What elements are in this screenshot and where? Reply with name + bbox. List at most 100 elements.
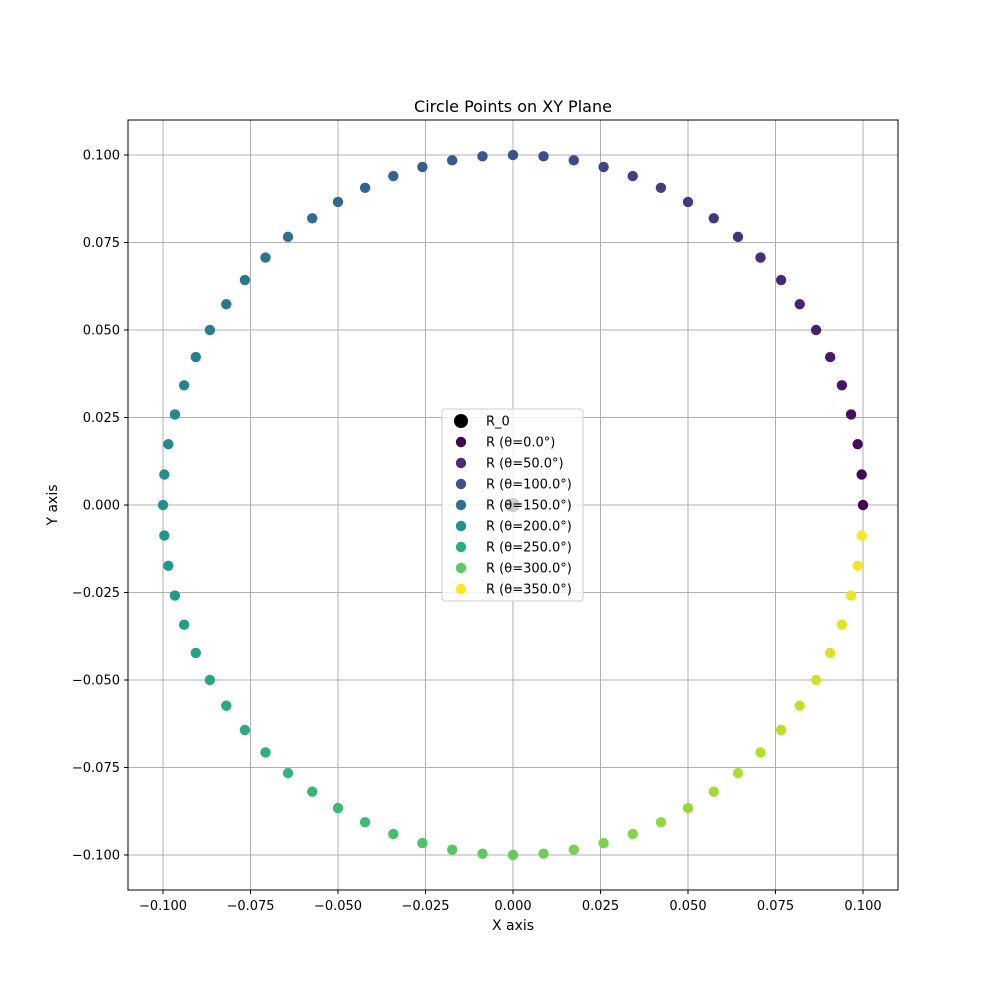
circle-point: [239, 724, 251, 736]
y-tick-label: 0.075: [83, 236, 120, 251]
circle-point: [538, 848, 549, 859]
x-tick-label: −0.025: [401, 899, 449, 914]
circle-point: [852, 560, 863, 571]
circle-point: [221, 700, 232, 711]
circle-point: [332, 196, 344, 208]
circle-point: [239, 274, 251, 286]
legend-marker: [455, 562, 467, 574]
y-tick-label: 0.000: [83, 499, 120, 514]
circle-point: [755, 252, 766, 263]
circle-point: [159, 469, 170, 480]
circle-point: [260, 252, 271, 263]
legend-marker: [455, 478, 467, 490]
chart-title: Circle Points on XY Plane: [414, 97, 612, 116]
circle-point: [190, 647, 201, 659]
circle-point: [169, 409, 181, 420]
x-tick-label: 0.050: [669, 899, 706, 914]
circle-point: [178, 380, 190, 391]
legend-box: [441, 408, 584, 602]
circle-point: [190, 351, 201, 363]
circle-point: [810, 674, 822, 686]
circle-point: [845, 409, 857, 420]
circle-point: [708, 213, 719, 224]
circle-point: [282, 231, 294, 243]
circle-point: [775, 274, 787, 286]
circle-point: [755, 747, 766, 758]
circle-point: [852, 439, 863, 450]
circle-point: [568, 844, 579, 855]
legend-marker: [455, 520, 467, 532]
circle-point: [682, 196, 694, 208]
y-tick-label: −0.025: [72, 586, 120, 601]
circle-point: [307, 786, 318, 797]
circle-point: [417, 837, 428, 849]
legend-marker: [454, 414, 468, 428]
circle-point: [655, 817, 667, 828]
circle-point: [655, 182, 667, 193]
legend-label: R (θ=200.0°): [486, 520, 572, 535]
circle-point: [598, 837, 609, 849]
y-tick-label: 0.050: [83, 324, 120, 339]
circle-point: [388, 828, 399, 840]
circle-point: [627, 828, 638, 840]
circle-point: [836, 619, 848, 630]
plot-frame: [127, 119, 899, 891]
legend-marker: [455, 499, 467, 511]
x-tick-label: −0.075: [226, 899, 274, 914]
legend-label: R (θ=300.0°): [486, 562, 572, 577]
circle-point: [221, 299, 232, 310]
circle-point: [845, 590, 857, 601]
circle-point: [568, 155, 579, 166]
circle-point: [856, 469, 867, 480]
legend: R_0 R (θ=0.0°) R (θ=50.0°) R (θ=100.0°) R (θ…: [441, 408, 584, 602]
circle-point: [794, 299, 805, 310]
legend-label: R (θ=350.0°): [486, 583, 572, 598]
circle-point: [825, 647, 836, 659]
x-tick-label: 0.000: [494, 899, 531, 914]
x-axis-label: X axis: [492, 918, 534, 934]
legend-label: R (θ=50.0°): [486, 457, 564, 472]
circle-point: [447, 155, 458, 166]
x-axis-ticks: −0.100 −0.075 −0.050 −0.025 0.000 0.025 0.050 0…: [139, 890, 882, 914]
circle-point: [825, 351, 836, 363]
legend-marker: [455, 436, 467, 448]
y-tick-label: −0.100: [72, 849, 120, 864]
circle-point: [507, 149, 519, 161]
circle-point: [388, 170, 399, 182]
circle-point: [359, 817, 371, 828]
circle-point: [708, 786, 719, 797]
legend-label: R_0: [486, 415, 510, 430]
circle-point: [857, 499, 869, 511]
circle-point: [163, 439, 174, 450]
x-tick-label: 0.075: [757, 899, 794, 914]
x-tick-label: −0.050: [314, 899, 362, 914]
circle-point: [856, 530, 867, 541]
circle-point: [359, 182, 371, 193]
circle-point: [417, 161, 428, 173]
circle-point: [477, 151, 488, 162]
circle-point: [178, 619, 190, 630]
circle-point: [477, 848, 488, 859]
circle-point: [157, 499, 169, 511]
circle-point: [598, 161, 609, 173]
legend-label: R (θ=150.0°): [486, 499, 572, 514]
circle-point: [163, 560, 174, 571]
circle-point: [447, 844, 458, 855]
y-tick-label: −0.050: [72, 674, 120, 689]
y-tick-label: 0.100: [83, 149, 120, 164]
circle-point: [627, 170, 638, 182]
legend-label: R (θ=250.0°): [486, 541, 572, 556]
circle-point: [282, 767, 294, 779]
circle-point: [507, 849, 519, 861]
circle-point: [204, 674, 216, 686]
legend-label: R (θ=100.0°): [486, 478, 572, 493]
circle-point: [159, 530, 170, 541]
circle-point: [732, 231, 744, 243]
x-tick-label: 0.100: [844, 899, 881, 914]
circle-point: [810, 324, 822, 336]
circle-point: [732, 767, 744, 779]
legend-marker: [455, 583, 467, 595]
circle-point: [682, 802, 694, 814]
y-axis-ticks: −0.100 −0.075 −0.050 −0.025 0.000 0.025 0.050 0…: [72, 149, 128, 864]
